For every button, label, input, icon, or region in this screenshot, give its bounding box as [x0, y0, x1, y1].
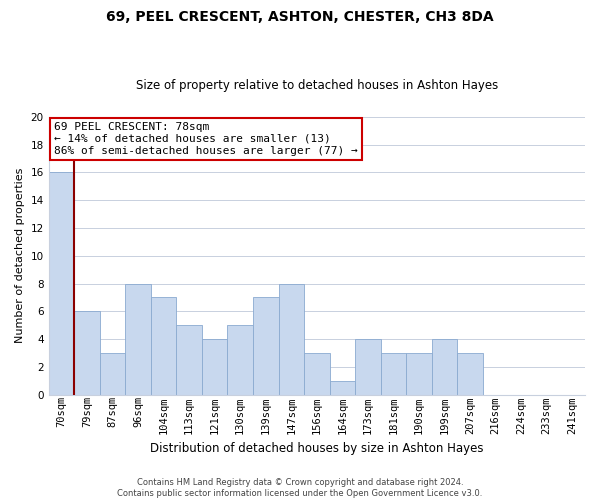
Bar	[176, 326, 202, 395]
Text: 69, PEEL CRESCENT, ASHTON, CHESTER, CH3 8DA: 69, PEEL CRESCENT, ASHTON, CHESTER, CH3 …	[106, 10, 494, 24]
Bar	[151, 298, 176, 395]
Text: Contains HM Land Registry data © Crown copyright and database right 2024.
Contai: Contains HM Land Registry data © Crown c…	[118, 478, 482, 498]
Bar	[329, 381, 355, 395]
Bar	[253, 298, 278, 395]
Bar	[406, 353, 432, 395]
Bar	[202, 339, 227, 395]
Bar	[457, 353, 483, 395]
Bar	[100, 353, 125, 395]
Bar	[355, 339, 380, 395]
Bar	[227, 326, 253, 395]
Text: 69 PEEL CRESCENT: 78sqm
← 14% of detached houses are smaller (13)
86% of semi-de: 69 PEEL CRESCENT: 78sqm ← 14% of detache…	[54, 122, 358, 156]
Bar	[49, 172, 74, 395]
Bar	[278, 284, 304, 395]
Bar	[125, 284, 151, 395]
Bar	[74, 312, 100, 395]
Y-axis label: Number of detached properties: Number of detached properties	[15, 168, 25, 344]
Title: Size of property relative to detached houses in Ashton Hayes: Size of property relative to detached ho…	[136, 79, 498, 92]
Bar	[380, 353, 406, 395]
X-axis label: Distribution of detached houses by size in Ashton Hayes: Distribution of detached houses by size …	[150, 442, 484, 455]
Bar	[304, 353, 329, 395]
Bar	[432, 339, 457, 395]
